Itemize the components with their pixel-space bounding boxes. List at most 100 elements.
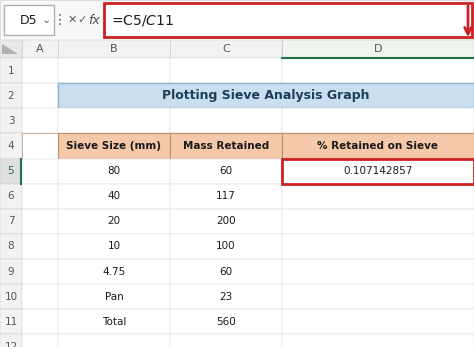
Bar [0,133,22,159]
Bar [22,108,58,133]
Bar [170,108,282,133]
Bar [170,133,282,159]
Bar [282,108,474,133]
Text: ⋮: ⋮ [53,13,67,27]
Text: 1: 1 [8,66,14,76]
Bar [170,309,282,335]
Text: 8: 8 [8,242,14,252]
Text: 3: 3 [8,116,14,126]
Bar [282,309,474,335]
Text: 2: 2 [8,91,14,101]
Text: Total: Total [102,317,126,327]
Text: B: B [110,44,118,54]
Bar [58,58,170,83]
Bar [104,3,472,37]
Text: 5: 5 [8,166,14,176]
Bar [170,234,282,259]
Bar [0,284,22,309]
Bar [0,83,22,108]
Bar [22,259,58,284]
Bar [282,159,474,184]
Text: 10: 10 [4,292,18,302]
Text: ⌄: ⌄ [41,15,51,25]
Text: ✓: ✓ [77,15,87,25]
Bar [0,108,22,133]
Text: 60: 60 [219,266,233,277]
Bar [282,335,474,347]
Text: 60: 60 [219,166,233,176]
Bar [282,40,474,58]
Bar [22,209,58,234]
Bar [282,58,474,83]
Text: 7: 7 [8,216,14,226]
Bar [22,83,58,108]
Bar [58,284,170,309]
Bar [0,309,22,335]
Bar [0,40,22,58]
Text: 10: 10 [108,242,120,252]
Text: ✕: ✕ [67,15,77,25]
Text: 80: 80 [108,166,120,176]
Bar [282,284,474,309]
Bar [22,335,58,347]
Text: Pan: Pan [105,292,123,302]
Bar [282,259,474,284]
Text: Plotting Sieve Analysis Graph: Plotting Sieve Analysis Graph [162,89,370,102]
Text: 117: 117 [216,191,236,201]
Bar [22,159,58,184]
Text: 12: 12 [4,342,18,347]
Bar [282,234,474,259]
Text: =C5/$C$11: =C5/$C$11 [111,12,174,27]
Bar [170,335,282,347]
Text: 4.75: 4.75 [102,266,126,277]
Text: 560: 560 [216,317,236,327]
Bar [58,335,170,347]
Text: % Retained on Sieve: % Retained on Sieve [318,141,438,151]
Text: 0.107142857: 0.107142857 [343,166,413,176]
Bar [58,184,170,209]
Bar [170,58,282,83]
Bar [170,184,282,209]
Bar [170,209,282,234]
Text: D: D [374,44,382,54]
Text: 20: 20 [108,216,120,226]
Text: fx: fx [88,14,100,26]
Bar [170,259,282,284]
Bar [58,309,170,335]
Bar [0,0,474,40]
Text: Mass Retained: Mass Retained [183,141,269,151]
Bar [0,234,22,259]
Bar [58,234,170,259]
Text: 100: 100 [216,242,236,252]
Bar [282,133,474,159]
Bar [22,309,58,335]
Text: 40: 40 [108,191,120,201]
Text: 11: 11 [4,317,18,327]
Bar [58,209,170,234]
Bar [0,209,22,234]
Bar [0,58,22,83]
Text: exceldemy
EXCEL • DATA • BI: exceldemy EXCEL • DATA • BI [221,289,291,309]
Text: 23: 23 [219,292,233,302]
Text: 9: 9 [8,266,14,277]
Text: 4: 4 [8,141,14,151]
Bar [170,284,282,309]
Text: C: C [222,44,230,54]
Bar [170,159,282,184]
Bar [0,335,22,347]
Bar [282,184,474,209]
Bar [58,259,170,284]
Bar [58,133,170,159]
Bar [58,108,170,133]
Polygon shape [2,44,18,54]
Text: Sieve Size (mm): Sieve Size (mm) [66,141,162,151]
Bar [22,133,58,159]
Bar [282,209,474,234]
Text: D5: D5 [20,14,38,26]
Bar [4,5,54,35]
Text: 200: 200 [216,216,236,226]
Bar [0,159,22,184]
Bar [0,40,474,58]
Bar [58,83,474,108]
Text: A: A [36,44,44,54]
